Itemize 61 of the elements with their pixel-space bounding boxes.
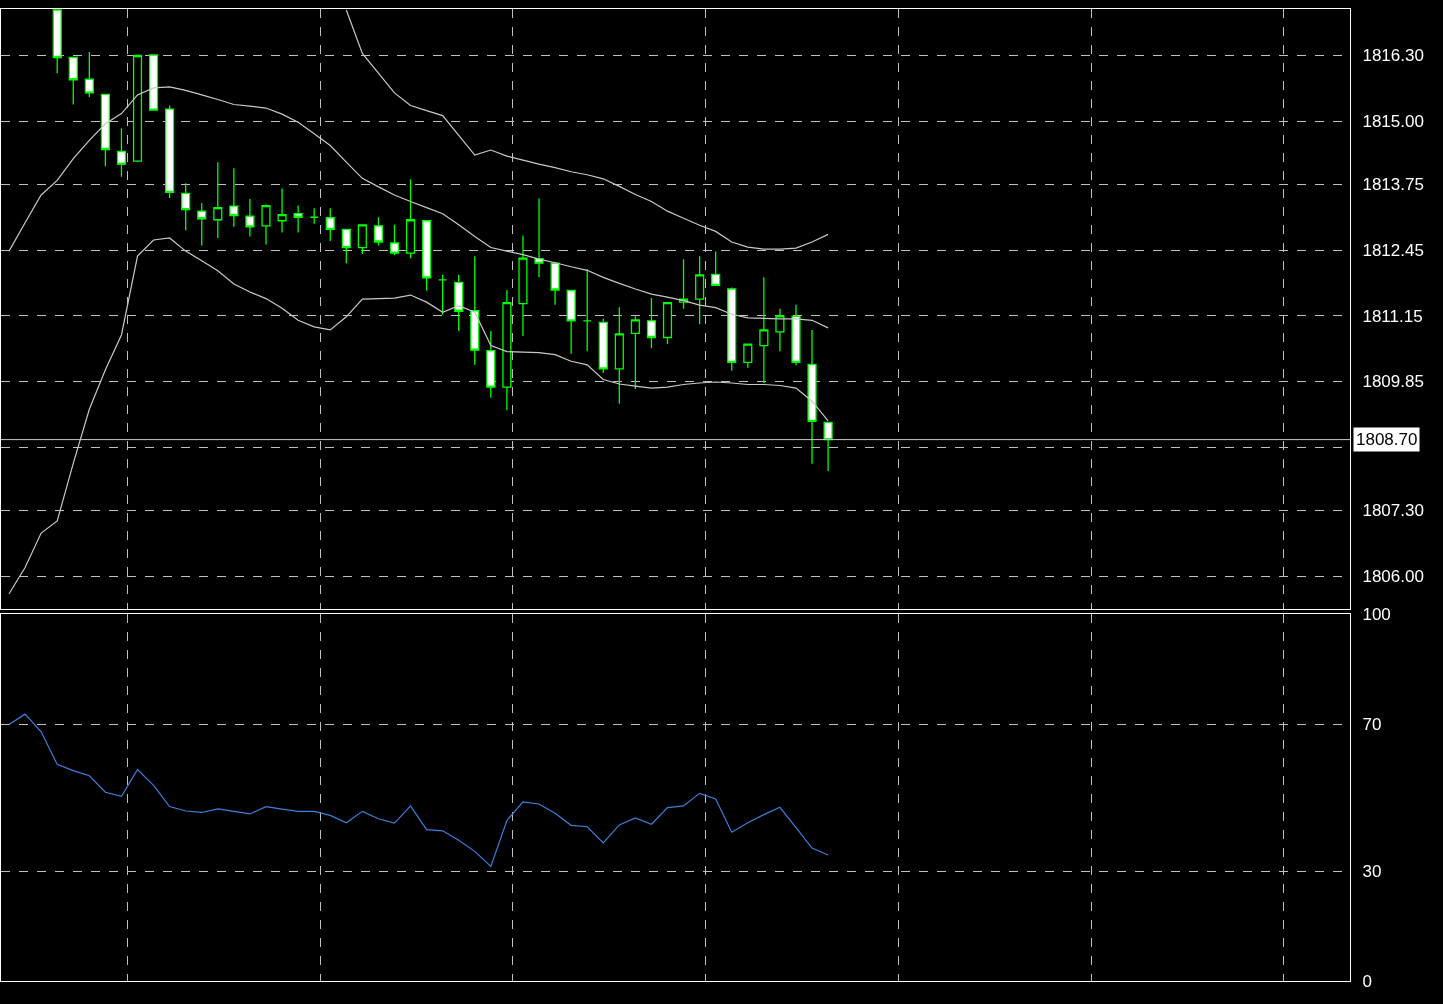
candlestick: [470, 255, 480, 366]
candlestick: [309, 207, 319, 225]
y-tick-label: 1815.00: [1362, 112, 1424, 132]
candlestick: [245, 198, 255, 238]
candlestick: [261, 203, 271, 246]
candlestick: [582, 268, 592, 352]
candlestick: [68, 56, 78, 106]
candlestick: [165, 104, 175, 199]
y-tick-label: 1812.45: [1362, 241, 1424, 261]
candlestick: [100, 93, 110, 167]
ref-line-label: 1808.70: [1356, 430, 1418, 449]
candlestick: [422, 220, 432, 292]
candlestick: [759, 276, 769, 384]
candlestick: [357, 224, 367, 255]
candlestick: [550, 261, 560, 306]
candlestick: [405, 178, 416, 259]
y-tick-label: 1806.00: [1362, 567, 1424, 587]
y-tick-label: 30: [1362, 862, 1382, 882]
candlestick: [518, 234, 528, 337]
candlestick: [132, 54, 143, 162]
candlestick: [646, 297, 657, 349]
candlestick: [181, 182, 191, 232]
candlestick: [823, 421, 833, 472]
candlestick: [775, 308, 785, 352]
candlestick: [325, 207, 335, 242]
candlestick: [341, 228, 351, 264]
candlestick: [373, 216, 383, 247]
y-tick-label: 1811.15: [1362, 306, 1423, 326]
candlestick: [502, 289, 512, 411]
y-tick-label: 1807.30: [1362, 501, 1424, 521]
candlestick: [293, 204, 303, 234]
y-tick-label: 1809.85: [1362, 372, 1424, 392]
candlestick: [614, 306, 624, 405]
candlestick: [566, 289, 576, 355]
candlestick: [116, 127, 127, 178]
candlestick: [534, 197, 544, 279]
candlestick: [229, 167, 239, 228]
y-tick-label: 100: [1362, 605, 1391, 625]
candlestick: [711, 250, 721, 287]
candlestick: [662, 301, 673, 345]
candlestick: [213, 161, 223, 239]
candlestick: [277, 187, 287, 234]
candlestick: [389, 224, 400, 256]
y-tick-label: 1813.75: [1362, 175, 1424, 195]
candlestick: [695, 255, 705, 326]
candlestick: [630, 315, 640, 390]
candlestick: [743, 343, 753, 369]
line-series: [8, 713, 829, 867]
candlestick: [454, 274, 464, 332]
candlestick: [84, 51, 94, 98]
candlestick: [727, 286, 737, 372]
y-tick-label: 1816.30: [1362, 46, 1424, 66]
candlestick: [148, 54, 159, 111]
candlestick: [791, 304, 801, 366]
candlestick: [486, 330, 496, 399]
candlestick: [438, 274, 448, 316]
candlestick: [598, 318, 608, 374]
candlestick: [197, 202, 207, 247]
candlestick: [807, 329, 817, 465]
y-tick-label: 0: [1362, 972, 1372, 992]
y-tick-label: 70: [1362, 715, 1382, 735]
